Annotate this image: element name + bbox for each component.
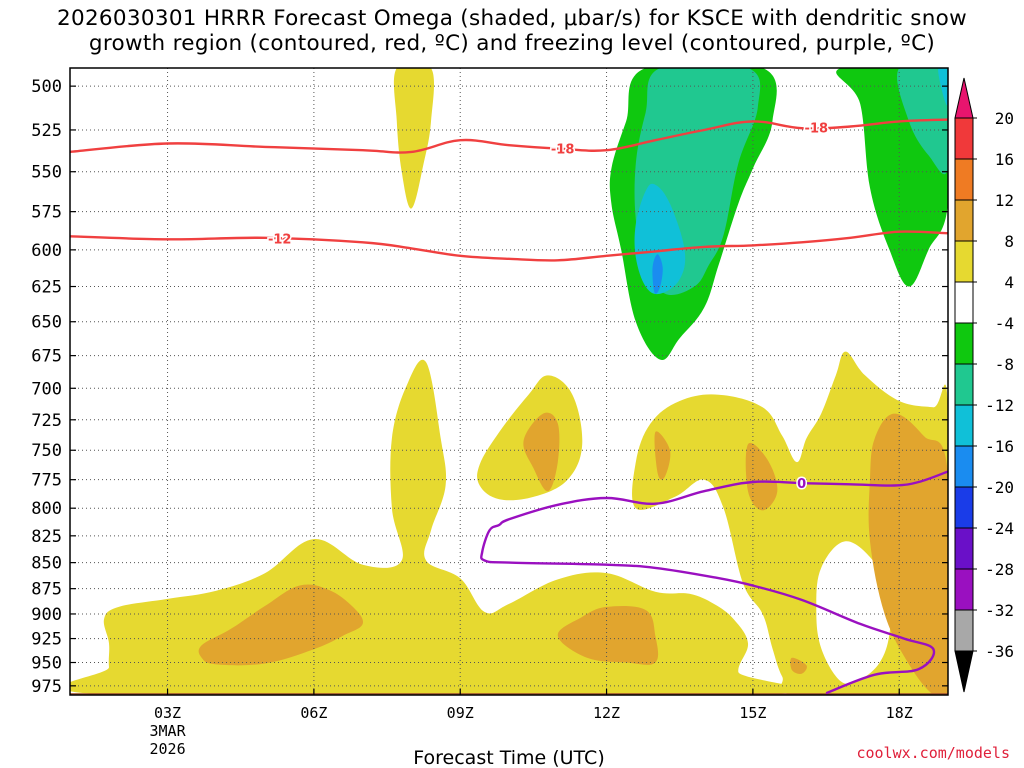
colorbar-label: -32	[985, 601, 1014, 620]
omega-region-white-hole	[816, 541, 892, 684]
omega-region-orange-mid-bubble	[523, 412, 560, 492]
colorbar-label: -16	[985, 437, 1014, 456]
y-tick-label: 725	[31, 411, 62, 431]
colorbar-label: -20	[985, 478, 1014, 497]
omega-region-orange-lower-center	[557, 605, 659, 665]
colorbar-label: -24	[985, 519, 1014, 538]
contour-freezing-level-0	[480, 470, 948, 695]
y-tick-label: 875	[31, 580, 62, 600]
colorbar-label: 8	[1004, 232, 1014, 251]
x-tick-label: 15Z	[739, 704, 766, 722]
omega-region-yellow-top-column	[393, 68, 435, 209]
colorbar-label: -36	[985, 642, 1014, 661]
omega-region-orange-small-b	[745, 442, 778, 511]
colorbar-block	[954, 240, 974, 283]
colorbar-label: 12	[995, 191, 1014, 210]
contour-dendritic-12	[70, 230, 948, 262]
x-tick-label: 18Z	[886, 704, 913, 722]
colorbar-label: 16	[995, 150, 1014, 169]
colorbar-block	[954, 199, 974, 242]
colorbar-block	[954, 486, 974, 529]
colorbar-block	[954, 568, 974, 611]
y-tick-label: 700	[31, 379, 62, 399]
x-tick-label: 12Z	[593, 704, 620, 722]
colorbar-top-arrow	[954, 77, 974, 119]
colorbar-bottom-arrow	[954, 650, 974, 693]
x-tick-label: 09Z	[447, 704, 474, 722]
colorbar: 20 16 12 8 4 -4 -8 -12 -16 -20 -24 -28 -32 -36	[954, 77, 1014, 693]
credit-text: coolwx.com/models	[856, 744, 1010, 762]
omega-region-orange-right-band	[868, 413, 948, 695]
omega-region-orange-small-c	[790, 657, 807, 674]
y-tick-label: 525	[31, 121, 62, 141]
colorbar-label: -4	[995, 314, 1014, 333]
y-tick-label: 675	[31, 347, 62, 367]
omega-region-orange-small-a	[654, 431, 671, 480]
y-tick-label: 600	[31, 241, 62, 261]
colorbar-label: -28	[985, 560, 1014, 579]
y-tick-label: 950	[31, 654, 62, 674]
y-axis: 500 525 550 575 600 625 650 675 700 725 750 775 800 8…	[31, 77, 948, 697]
colorbar-block	[954, 117, 974, 160]
omega-region-cyan-core	[634, 183, 686, 295]
contour-label: -18	[551, 143, 575, 158]
omega-region-orange-lower-left	[198, 584, 364, 666]
grid	[70, 68, 948, 695]
y-tick-label: 975	[31, 677, 62, 697]
x-tick-date: 3MAR	[149, 722, 186, 740]
contour-label: -12	[268, 232, 292, 247]
y-tick-label: 850	[31, 554, 62, 574]
y-tick-label: 550	[31, 163, 62, 183]
colorbar-block	[954, 445, 974, 488]
contour-label: 0	[797, 477, 806, 492]
colorbar-block	[954, 322, 974, 365]
y-tick-label: 500	[31, 77, 62, 97]
contours: -18 -18 -12 0	[70, 118, 948, 695]
y-tick-label: 825	[31, 527, 62, 547]
title-area: 2026030301 HRRR Forecast Omega (shaded, …	[0, 6, 1024, 56]
chart-title-line-2: growth region (contoured, red, ºC) and f…	[88, 31, 936, 56]
colorbar-block	[954, 363, 974, 406]
colorbar-label: 4	[1004, 273, 1014, 292]
x-tick-year: 2026	[149, 740, 185, 758]
colorbar-label: -12	[985, 396, 1014, 415]
plot-frame	[69, 67, 949, 696]
colorbar-block	[954, 609, 974, 652]
colorbar-label: 20	[995, 109, 1014, 128]
contour-label: -18	[805, 122, 829, 137]
y-tick-label: 900	[31, 605, 62, 625]
y-tick-label: 575	[31, 203, 62, 223]
y-tick-label: 800	[31, 499, 62, 519]
omega-region-cyan-top-right	[938, 68, 948, 106]
x-axis-title: Forecast Time (UTC)	[413, 747, 604, 768]
chart-title-line-1: 2026030301 HRRR Forecast Omega (shaded, …	[57, 6, 967, 31]
colorbar-label: -8	[995, 355, 1014, 374]
omega-region-blue-core	[652, 254, 663, 294]
colorbar-block	[954, 281, 974, 324]
contour-dendritic-18	[70, 118, 948, 154]
y-tick-label: 775	[31, 471, 62, 491]
y-tick-label: 650	[31, 313, 62, 333]
colorbar-block	[954, 404, 974, 447]
x-tick-label: 06Z	[300, 704, 327, 722]
y-tick-label: 625	[31, 278, 62, 298]
colorbar-block	[954, 527, 974, 570]
ground-strip	[70, 693, 948, 695]
y-tick-label: 750	[31, 441, 62, 461]
y-tick-label: 925	[31, 630, 62, 650]
colorbar-block	[954, 158, 974, 201]
x-tick-label: 03Z	[154, 704, 181, 722]
